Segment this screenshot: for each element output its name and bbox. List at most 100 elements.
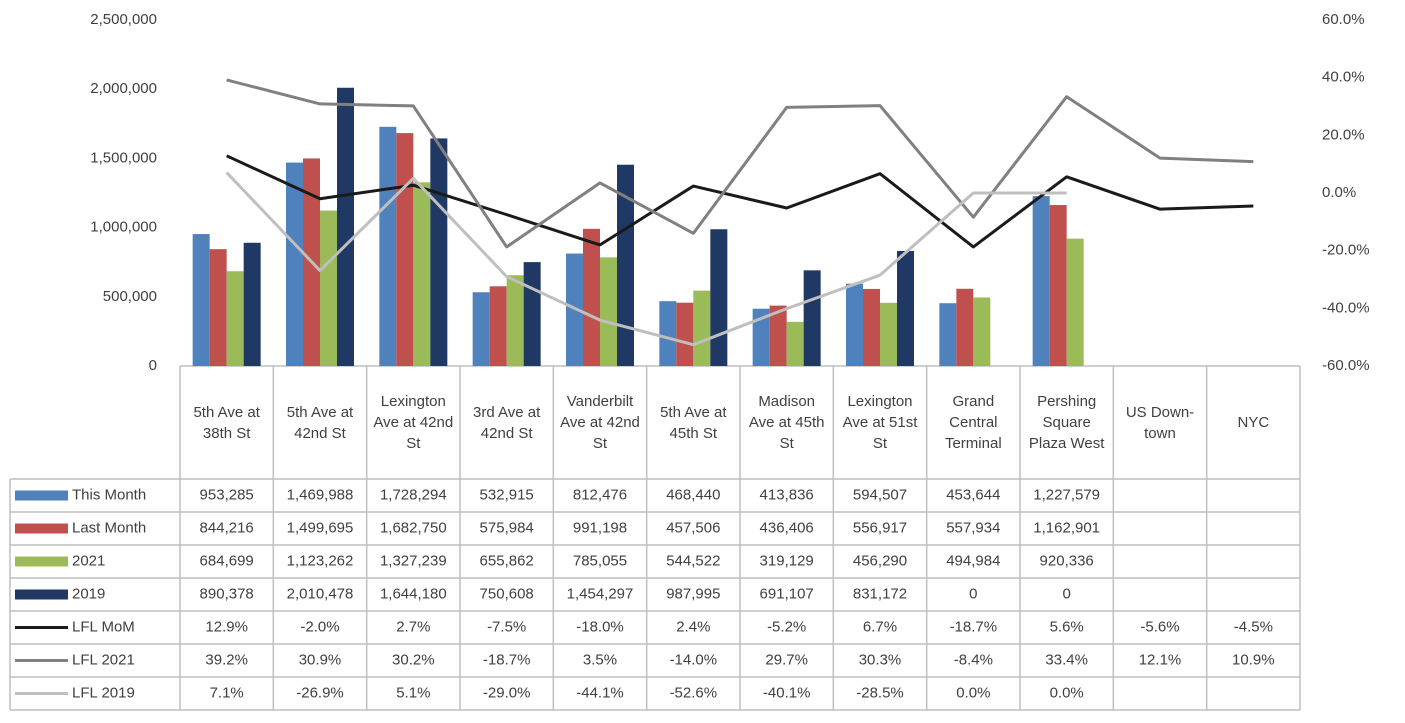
table-value: 0: [969, 585, 977, 602]
legend-label: This Month: [72, 486, 146, 503]
table-value: 436,406: [760, 519, 814, 536]
table-value: -28.5%: [856, 684, 904, 701]
table-value: 991,198: [573, 519, 627, 536]
table-value: 1,469,988: [287, 486, 354, 503]
table-value: 12.1%: [1139, 651, 1182, 668]
table-value: -18.7%: [950, 618, 998, 635]
category-cell: 3rd Ave at 42nd St: [473, 404, 540, 442]
table-value: 594,507: [853, 486, 907, 503]
x-tick-label: NYC: [1237, 414, 1270, 431]
y2-tick-label: 40.0%: [1322, 69, 1365, 86]
table-value: -8.4%: [954, 651, 993, 668]
table-value: 890,378: [200, 585, 254, 602]
table-value: 494,984: [946, 552, 1000, 569]
y-tick-label: 500,000: [103, 288, 157, 305]
table-value: 413,836: [760, 486, 814, 503]
table-value: 575,984: [480, 519, 534, 536]
table-value: 544,522: [666, 552, 720, 569]
table-value: -40.1%: [763, 684, 811, 701]
table-value: 1,644,180: [380, 585, 447, 602]
bar: [226, 271, 244, 366]
y-tick-label: 2,500,000: [90, 11, 157, 28]
table-value: 453,644: [946, 486, 1000, 503]
y2-tick-label: -40.0%: [1322, 299, 1370, 316]
y2-tick-label: -20.0%: [1322, 242, 1370, 259]
table-value: 456,290: [853, 552, 907, 569]
table-value: 831,172: [853, 585, 907, 602]
category-cell: Pershing Square Plaza West: [1029, 393, 1105, 452]
x-tick-label: Lexington Ave at 51st St: [842, 393, 918, 452]
table-value: 953,285: [200, 486, 254, 503]
legend-label: LFL MoM: [72, 618, 135, 635]
y-tick-label: 2,000,000: [90, 80, 157, 97]
table-value: 1,123,262: [287, 552, 354, 569]
table-value: -29.0%: [483, 684, 531, 701]
y-tick-label: 1,000,000: [90, 219, 157, 236]
table-value: -52.6%: [670, 684, 718, 701]
bar: [786, 321, 804, 366]
table-value: 0.0%: [1050, 684, 1084, 701]
category-cell: 5th Ave at 42nd St: [287, 404, 353, 442]
y2-tick-label: 0.0%: [1322, 184, 1356, 201]
x-tick-label: US Down-town: [1125, 403, 1195, 442]
y2-tick-label: 60.0%: [1322, 11, 1365, 28]
table-value: 987,995: [666, 585, 720, 602]
legend-label: Last Month: [72, 519, 146, 536]
legend-label: LFL 2019: [72, 684, 135, 701]
table-value: 30.3%: [859, 651, 902, 668]
table-value: 2.4%: [676, 618, 710, 635]
legend-label: 2019: [72, 585, 105, 602]
x-tick-label: Madison Ave at 45th St: [748, 393, 825, 452]
table-value: 812,476: [573, 486, 627, 503]
x-tick-label: 5th Ave at 45th St: [660, 403, 727, 442]
table-value: 532,915: [480, 486, 534, 503]
category-cell: Grand Central Terminal: [944, 393, 1002, 452]
bar: [1049, 205, 1067, 366]
bar: [710, 229, 728, 366]
table-value: 1,682,750: [380, 519, 447, 536]
table-value: -26.9%: [296, 684, 344, 701]
table-value: -2.0%: [300, 618, 339, 635]
bar: [617, 164, 634, 366]
table-value: -5.2%: [767, 618, 806, 635]
bar: [413, 182, 431, 366]
table-value: 3.5%: [583, 651, 617, 668]
y-tick-label: 1,500,000: [90, 149, 157, 166]
legend-key: [15, 523, 68, 534]
bar: [939, 303, 957, 366]
table-value: 691,107: [760, 585, 814, 602]
legend-label: 2021: [72, 552, 105, 569]
bar: [693, 290, 711, 366]
legend-key: [15, 490, 68, 501]
y-tick-label: 0: [149, 357, 157, 374]
bar: [1066, 238, 1084, 366]
category-cell: NYC: [1237, 414, 1270, 431]
bar: [846, 283, 863, 366]
table-value: -7.5%: [487, 618, 526, 635]
category-cell: 5th Ave at 45th St: [660, 403, 727, 442]
line: [226, 78, 1254, 249]
table-value: 844,216: [200, 519, 254, 536]
table-value: 30.9%: [299, 651, 342, 668]
bar: [243, 242, 261, 366]
table-value: 1,499,695: [287, 519, 354, 536]
legend-key: [15, 589, 68, 600]
bar: [973, 297, 991, 366]
table-value: -5.6%: [1140, 618, 1179, 635]
table-value: 7.1%: [210, 684, 244, 701]
category-cell: 5th Ave at 38th St: [193, 404, 259, 442]
table-value: 1,728,294: [380, 486, 447, 503]
bar: [600, 257, 617, 366]
table-value: 684,699: [200, 552, 254, 569]
y2-tick-label: -60.0%: [1322, 357, 1370, 374]
bar: [337, 87, 354, 366]
bar: [1032, 196, 1050, 366]
bar: [803, 270, 821, 366]
x-tick-label: Grand Central Terminal: [944, 393, 1002, 452]
bar: [659, 301, 677, 366]
table-value: 33.4%: [1045, 651, 1088, 668]
bar: [506, 275, 524, 366]
table-value: 1,327,239: [380, 552, 447, 569]
table-value: 556,917: [853, 519, 907, 536]
